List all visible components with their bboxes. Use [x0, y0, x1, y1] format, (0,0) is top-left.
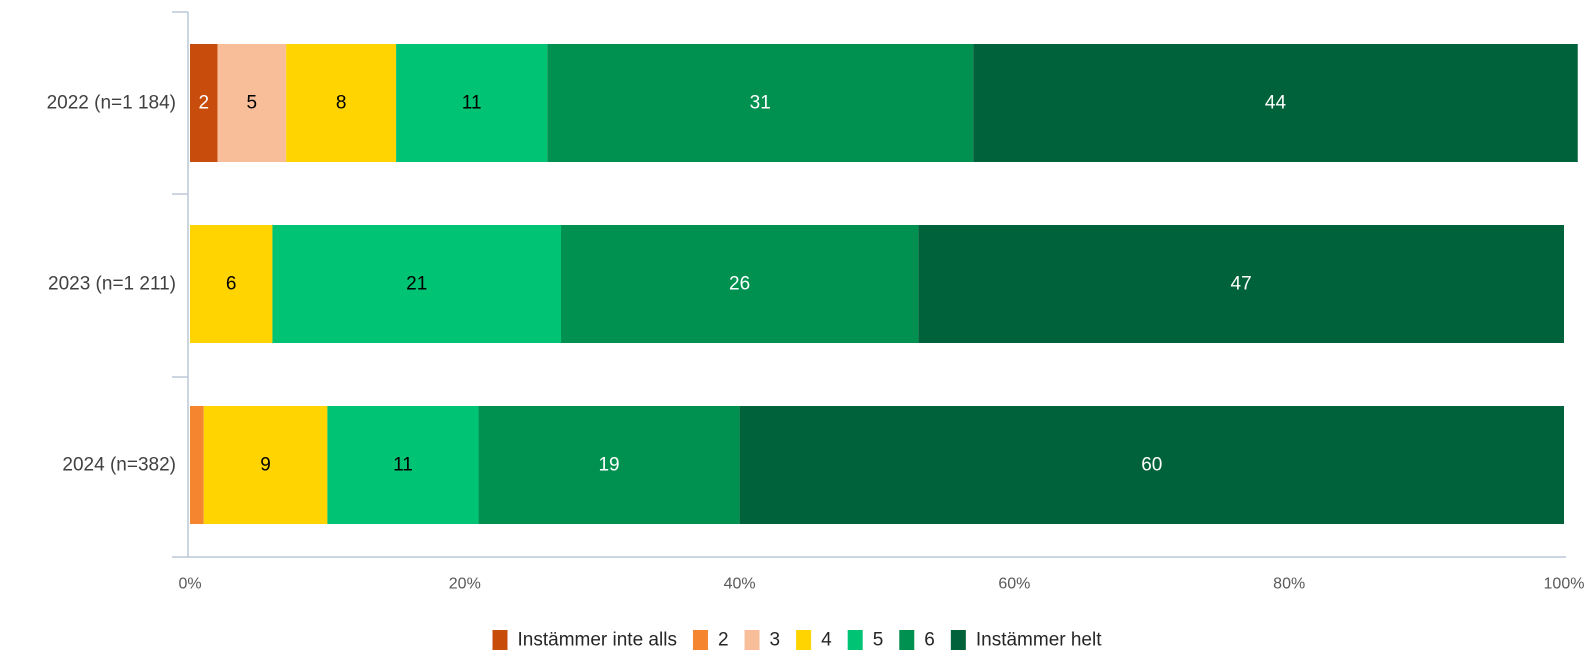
data-label-0-2: 5: [247, 93, 258, 114]
bar-segment-2-3: [203, 406, 328, 524]
legend-swatch-3: [796, 630, 812, 650]
legend-swatch-6: [950, 630, 966, 650]
data-label-2-4: 11: [393, 455, 413, 476]
bar-segment-1-5: [560, 225, 919, 343]
bar-segment-2-4: [327, 406, 479, 524]
legend-label-0: Instämmer inte alls: [518, 630, 677, 651]
legend-swatch-1: [692, 630, 708, 650]
data-label-2-6: 60: [1141, 455, 1162, 476]
legend-swatch-4: [847, 630, 863, 650]
data-label-0-5: 31: [750, 93, 771, 114]
data-label-2-5: 19: [598, 455, 619, 476]
bars-layer: 2 5 8 11 31 44 6 21 26 47 9 11 19 60: [190, 44, 1578, 524]
legend-label-6: Instämmer helt: [976, 630, 1102, 651]
data-label-0-4: 11: [462, 93, 482, 114]
x-tick-label-5: 100%: [1544, 576, 1585, 593]
legend-label-1: 2: [718, 630, 729, 651]
bar-segment-1-6: [918, 225, 1564, 343]
bar-segment-0-3: [286, 44, 397, 162]
bar-segment-0-5: [547, 44, 974, 162]
category-label-1: 2023 (n=1 211): [48, 274, 176, 295]
legend-swatch-2: [744, 630, 760, 650]
x-tick-label-2: 40%: [724, 576, 756, 593]
bar-segment-1-4: [272, 225, 561, 343]
legend-swatch-0: [492, 630, 508, 650]
data-label-0-0: 2: [198, 93, 209, 114]
axes-layer: 2022 (n=1 184) 2023 (n=1 211) 2024 (n=382)…: [47, 11, 1585, 593]
x-tick-label-0: 0%: [178, 576, 201, 593]
data-label-2-3: 9: [260, 455, 271, 476]
legend-label-3: 4: [821, 630, 832, 651]
legend-label-5: 6: [924, 630, 935, 651]
bar-segment-2-6: [739, 406, 1564, 524]
data-label-1-5: 26: [729, 274, 750, 295]
category-label-0: 2022 (n=1 184): [47, 93, 176, 114]
legend-label-2: 3: [770, 630, 781, 651]
bar-segment-1-3: [190, 225, 273, 343]
x-tick-label-3: 60%: [998, 576, 1030, 593]
category-label-2: 2024 (n=382): [62, 455, 176, 476]
bar-segment-0-0: [190, 44, 218, 162]
bar-segment-2-1: [190, 406, 204, 524]
data-label-1-4: 21: [406, 274, 427, 295]
bar-segment-0-6: [973, 44, 1578, 162]
data-label-0-6: 44: [1265, 93, 1287, 114]
legend-label-4: 5: [873, 630, 884, 651]
x-tick-label-4: 80%: [1273, 576, 1305, 593]
x-tick-label-1: 20%: [449, 576, 481, 593]
data-label-1-6: 47: [1231, 274, 1252, 295]
bar-segment-0-4: [396, 44, 548, 162]
legend: Instämmer inte alls 2 3 4 5 6 Instämmer helt: [492, 630, 1102, 651]
bar-segment-2-5: [478, 406, 740, 524]
legend-swatch-5: [899, 630, 915, 650]
data-label-1-3: 6: [226, 274, 237, 295]
bar-segment-0-2: [217, 44, 287, 162]
data-label-0-3: 8: [336, 93, 347, 114]
